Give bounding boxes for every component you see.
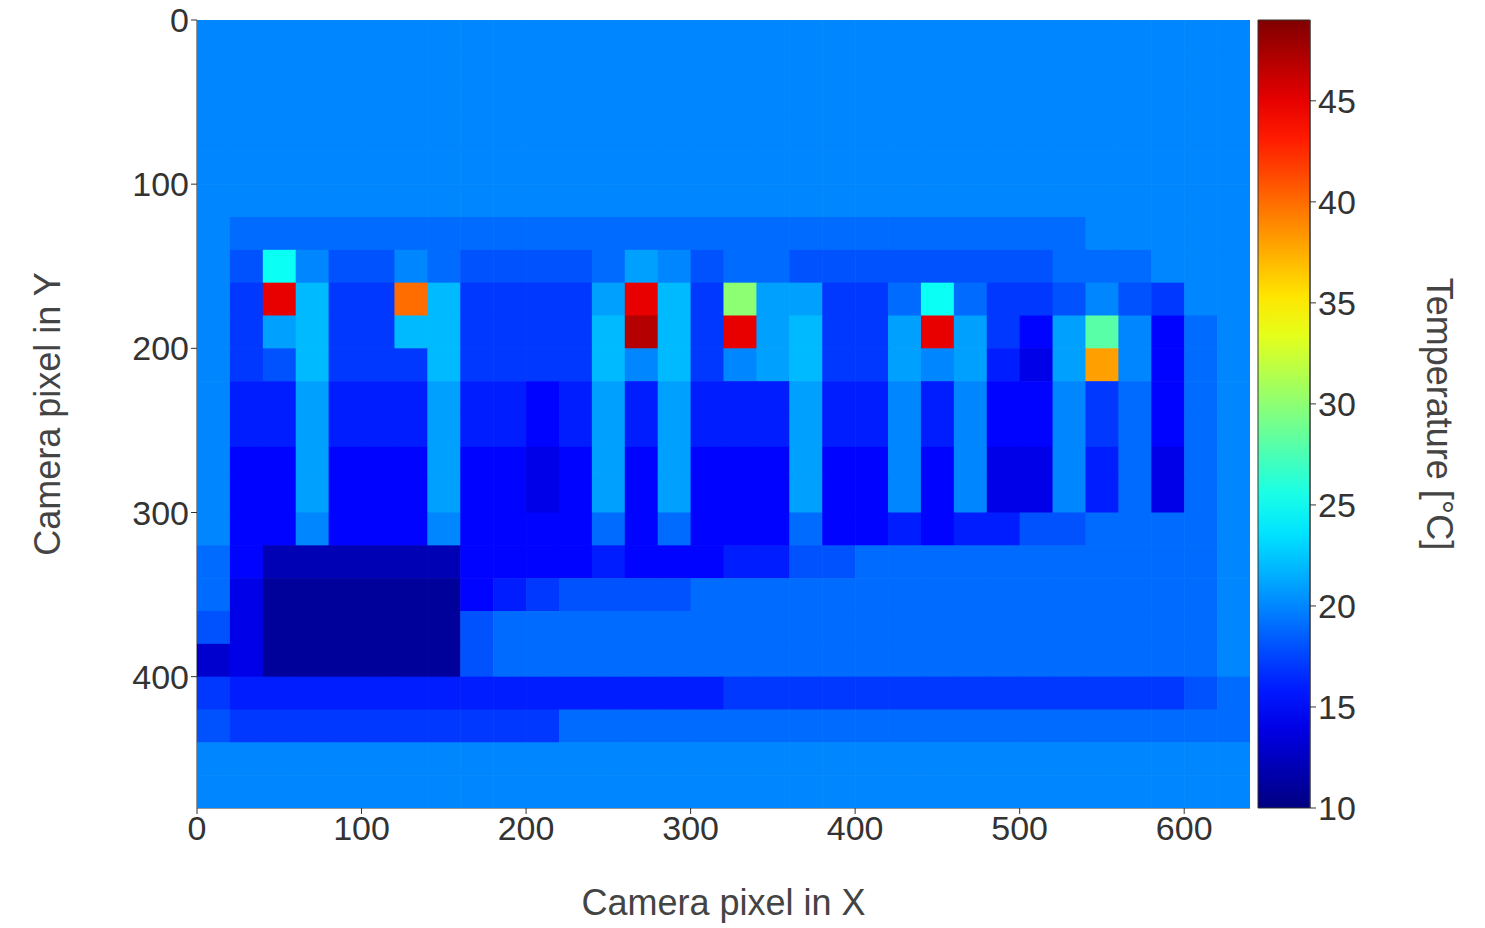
svg-text:300: 300 bbox=[132, 494, 189, 532]
svg-text:35: 35 bbox=[1318, 284, 1356, 322]
svg-text:Temperature [°C]: Temperature [°C] bbox=[1419, 278, 1460, 551]
svg-text:200: 200 bbox=[498, 809, 555, 847]
svg-text:500: 500 bbox=[991, 809, 1048, 847]
svg-text:600: 600 bbox=[1156, 809, 1213, 847]
svg-text:400: 400 bbox=[132, 658, 189, 696]
svg-text:30: 30 bbox=[1318, 385, 1356, 423]
svg-text:Camera pixel in X: Camera pixel in X bbox=[581, 882, 865, 923]
svg-text:40: 40 bbox=[1318, 183, 1356, 221]
svg-text:0: 0 bbox=[170, 1, 189, 39]
svg-text:400: 400 bbox=[827, 809, 884, 847]
svg-text:45: 45 bbox=[1318, 82, 1356, 120]
svg-text:15: 15 bbox=[1318, 688, 1356, 726]
svg-text:10: 10 bbox=[1318, 789, 1356, 827]
svg-text:100: 100 bbox=[132, 165, 189, 203]
svg-text:25: 25 bbox=[1318, 486, 1356, 524]
svg-text:200: 200 bbox=[132, 329, 189, 367]
svg-text:300: 300 bbox=[662, 809, 719, 847]
svg-text:20: 20 bbox=[1318, 587, 1356, 625]
svg-text:0: 0 bbox=[188, 809, 207, 847]
svg-text:100: 100 bbox=[333, 809, 390, 847]
svg-text:Camera pixel in Y: Camera pixel in Y bbox=[27, 272, 68, 555]
